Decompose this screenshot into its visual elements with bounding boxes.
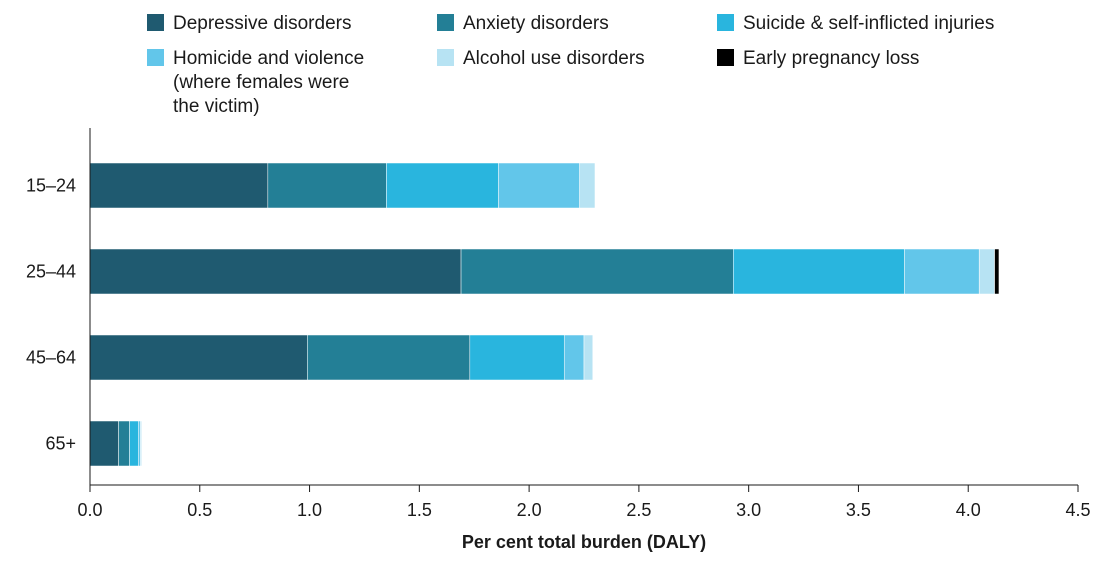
bar-65-s2 — [129, 420, 139, 467]
bar-45-64-s1 — [307, 334, 471, 381]
legend-label-suicide-self-inflicted-injuries: Suicide & self-inflicted injuries — [743, 13, 994, 34]
x-tick-label-0: 0.0 — [77, 500, 102, 520]
legend-label-depressive-disorders: Depressive disorders — [173, 13, 351, 34]
legend-swatch-early-pregnancy-loss — [717, 49, 734, 66]
bar-15-24-s0 — [89, 162, 269, 209]
x-tick-label-5: 2.5 — [626, 500, 651, 520]
y-tick-label-2: 45–64 — [26, 348, 76, 368]
x-tick-label-2: 1.0 — [297, 500, 322, 520]
x-axis-title: Per cent total burden (DALY) — [462, 532, 706, 552]
bar-65-s0 — [89, 420, 119, 467]
x-tick-label-7: 3.5 — [846, 500, 871, 520]
bar-15-24-s4 — [579, 162, 596, 209]
bar-25-44-s2 — [733, 248, 905, 295]
legend-label-early-pregnancy-loss: Early pregnancy loss — [743, 48, 919, 69]
x-tick-label-1: 0.5 — [187, 500, 212, 520]
legend-swatch-anxiety-disorders — [437, 14, 454, 31]
bar-45-64-s3 — [563, 334, 585, 381]
legend-swatch-alcohol-use-disorders — [437, 49, 454, 66]
bar-25-44-s4 — [978, 248, 995, 295]
bar-25-44-s3 — [904, 248, 980, 295]
x-tick-label-8: 4.0 — [956, 500, 981, 520]
legend-label-homicide-and-violence: Homicide and violence (where females were… — [173, 48, 364, 117]
x-tick-label-9: 4.5 — [1065, 500, 1090, 520]
legend-label-alcohol-use-disorders: Alcohol use disorders — [463, 48, 645, 69]
bar-25-44-s5 — [994, 248, 1000, 295]
y-tick-label-1: 25–44 — [26, 262, 76, 282]
y-tick-label-3: 65+ — [45, 434, 76, 454]
bar-45-64-s4 — [583, 334, 594, 381]
bar-25-44-s0 — [89, 248, 462, 295]
bars — [89, 162, 1000, 467]
bar-25-44-s1 — [460, 248, 734, 295]
x-tick-label-3: 1.5 — [407, 500, 432, 520]
x-tick-label-6: 3.0 — [736, 500, 761, 520]
legend-swatch-depressive-disorders — [147, 14, 164, 31]
x-tick-label-4: 2.0 — [517, 500, 542, 520]
legend-label-anxiety-disorders: Anxiety disorders — [463, 13, 609, 34]
legend-swatch-suicide-self-inflicted-injuries — [717, 14, 734, 31]
bar-15-24-s3 — [498, 162, 580, 209]
y-tick-label-0: 15–24 — [26, 176, 76, 196]
legend: Depressive disorders Anxiety disorders Sui… — [147, 13, 994, 117]
x-axis: 0.0 0.5 1.0 1.5 2.0 2.5 3.0 3.5 4.0 4.5 — [77, 484, 1091, 520]
bar-65-s1 — [118, 420, 130, 467]
y-axis: 15–24 25–44 45–64 65+ — [26, 128, 91, 485]
bar-65-s3 — [138, 420, 141, 467]
bar-15-24-s1 — [267, 162, 387, 209]
bar-65-s4 — [140, 420, 142, 467]
bar-45-64-s2 — [469, 334, 565, 381]
bar-15-24-s2 — [386, 162, 499, 209]
bar-45-64-s0 — [89, 334, 308, 381]
legend-swatch-homicide-and-violence — [147, 49, 164, 66]
